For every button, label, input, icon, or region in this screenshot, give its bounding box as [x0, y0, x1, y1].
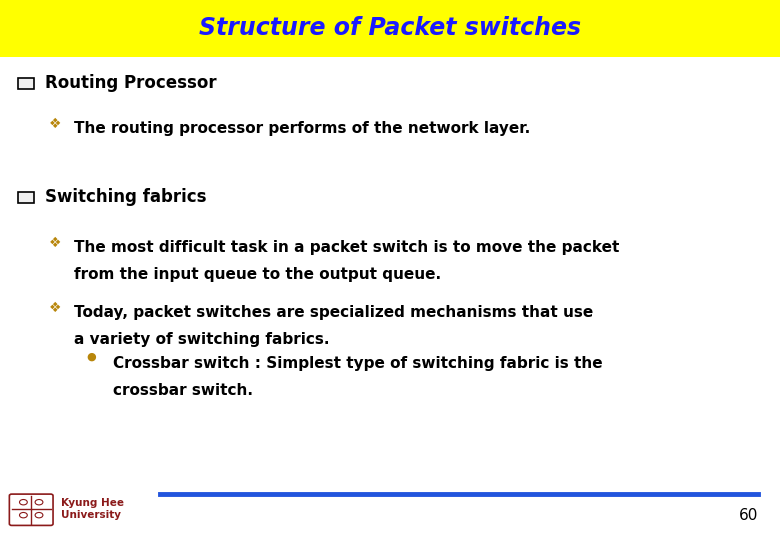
Text: Kyung Hee: Kyung Hee — [61, 498, 124, 508]
Text: ❖: ❖ — [48, 117, 61, 131]
Text: Switching fabrics: Switching fabrics — [45, 187, 207, 206]
Text: Routing Processor: Routing Processor — [45, 74, 217, 92]
Bar — [18, 78, 34, 89]
Text: The most difficult task in a packet switch is to move the packet
from the input : The most difficult task in a packet swit… — [74, 240, 619, 282]
Text: Structure of Packet switches: Structure of Packet switches — [199, 16, 581, 40]
Text: ●: ● — [87, 352, 96, 362]
Text: ❖: ❖ — [48, 301, 61, 315]
FancyBboxPatch shape — [0, 0, 780, 57]
Bar — [18, 192, 34, 202]
Text: 60: 60 — [739, 508, 758, 523]
Text: ❖: ❖ — [48, 236, 61, 250]
Text: Today, packet switches are specialized mechanisms that use
a variety of switchin: Today, packet switches are specialized m… — [74, 305, 594, 347]
Text: Crossbar switch : Simplest type of switching fabric is the
crossbar switch.: Crossbar switch : Simplest type of switc… — [113, 356, 603, 399]
Text: The routing processor performs of the network layer.: The routing processor performs of the ne… — [74, 122, 530, 137]
Text: University: University — [61, 510, 121, 520]
